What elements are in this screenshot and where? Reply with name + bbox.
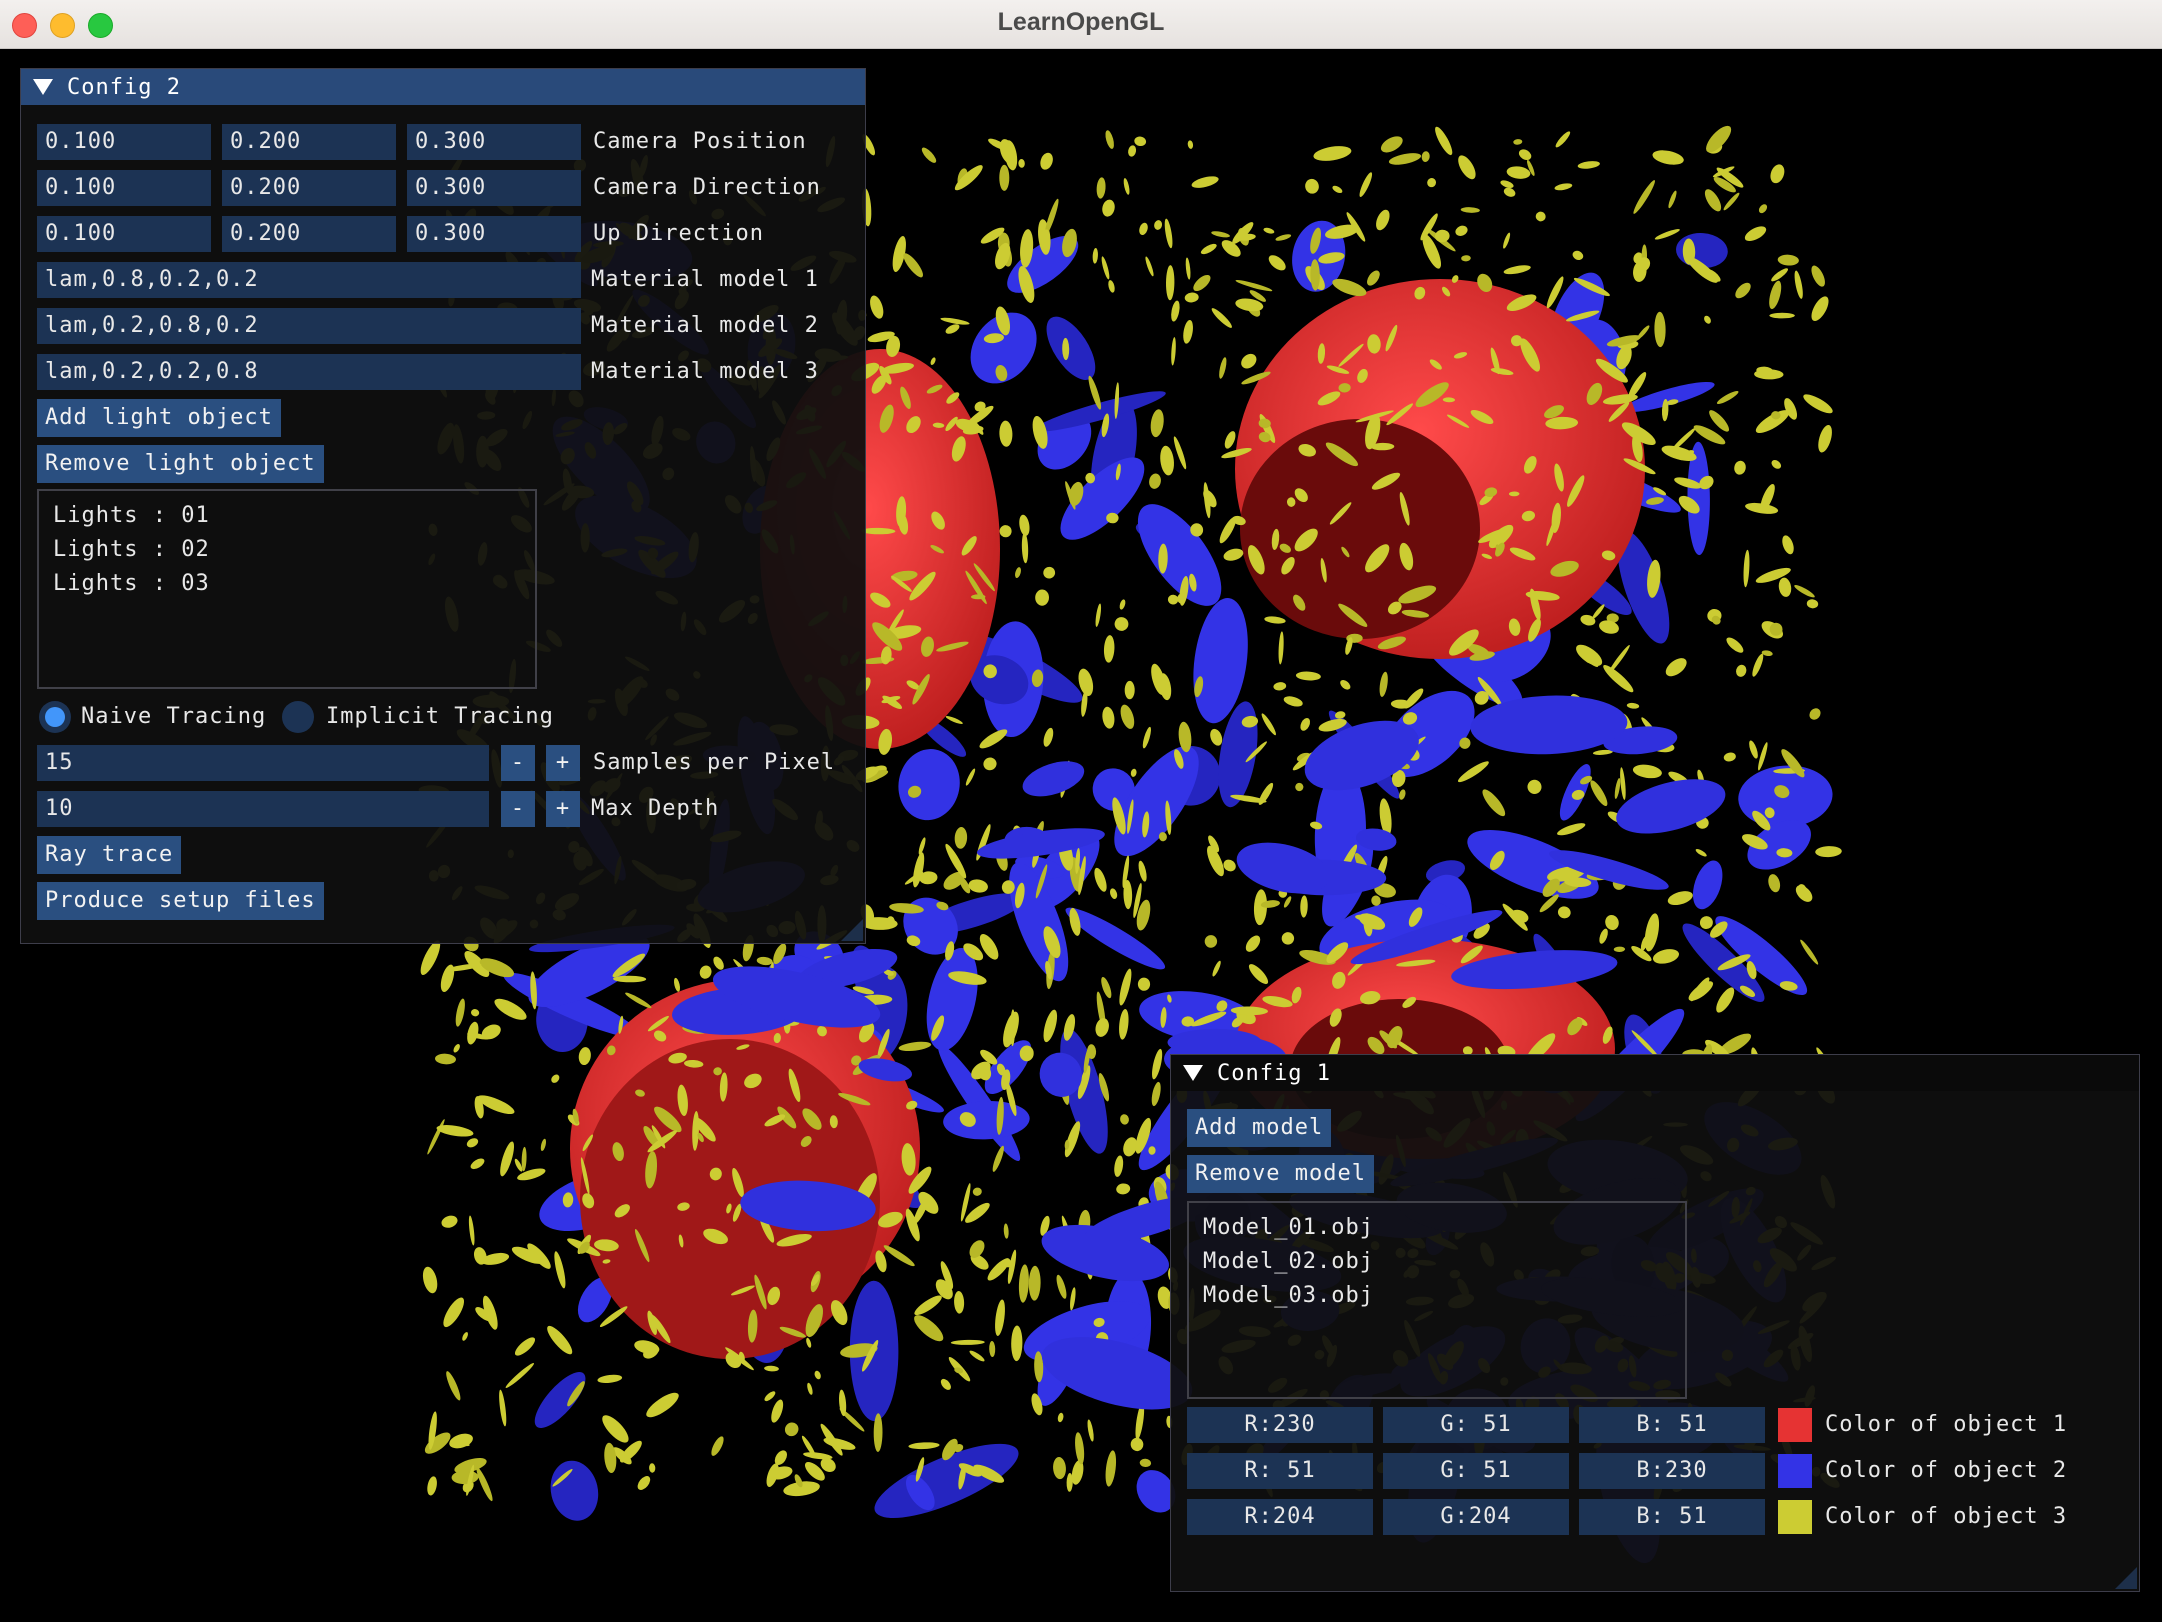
models-listbox[interactable]: Model_01.obj Model_02.obj Model_03.obj <box>1187 1201 1687 1399</box>
camera-position-label: Camera Position <box>593 129 807 154</box>
object3-color-swatch[interactable] <box>1778 1500 1812 1534</box>
camera-direction-label: Camera Direction <box>593 175 821 200</box>
window-titlebar: LearnOpenGL <box>0 0 2162 49</box>
list-item[interactable]: Model_03.obj <box>1203 1283 1374 1308</box>
up-direction-x-input[interactable]: 0.100 <box>37 216 211 252</box>
config2-title: Config 2 <box>67 74 181 100</box>
collapse-arrow-icon[interactable] <box>33 79 53 95</box>
close-window-button[interactable] <box>12 13 37 38</box>
minimize-window-button[interactable] <box>50 13 75 38</box>
object3-b-input[interactable]: B: 51 <box>1579 1499 1765 1535</box>
lights-listbox[interactable]: Lights : 01 Lights : 02 Lights : 03 <box>37 489 537 689</box>
material-model-1-input[interactable]: lam,0.8,0.2,0.2 <box>37 262 581 298</box>
add-light-object-button[interactable]: Add light object <box>37 399 281 437</box>
list-item[interactable]: Model_01.obj <box>1203 1215 1374 1240</box>
window-title: LearnOpenGL <box>997 8 1165 36</box>
object3-r-input[interactable]: R:204 <box>1187 1499 1373 1535</box>
up-direction-y-input[interactable]: 0.200 <box>222 216 396 252</box>
config2-titlebar[interactable]: Config 2 <box>21 69 865 105</box>
resize-grip[interactable] <box>841 919 863 941</box>
list-item[interactable]: Model_02.obj <box>1203 1249 1374 1274</box>
material-model-3-label: Material model 3 <box>591 359 819 384</box>
samples-increment-button[interactable]: + <box>546 745 580 781</box>
config1-titlebar[interactable]: Config 1 <box>1171 1055 2139 1091</box>
material-model-2-label: Material model 2 <box>591 313 819 338</box>
object2-color-swatch[interactable] <box>1778 1454 1812 1488</box>
camera-direction-x-input[interactable]: 0.100 <box>37 170 211 206</box>
material-model-1-label: Material model 1 <box>591 267 819 292</box>
list-item[interactable]: Lights : 02 <box>53 537 210 562</box>
max-depth-input[interactable]: 10 <box>37 791 489 827</box>
material-model-3-input[interactable]: lam,0.2,0.2,0.8 <box>37 354 581 390</box>
config1-title: Config 1 <box>1217 1060 1331 1086</box>
material-model-2-input[interactable]: lam,0.2,0.8,0.2 <box>37 308 581 344</box>
object1-g-input[interactable]: G: 51 <box>1383 1407 1569 1443</box>
max-depth-increment-button[interactable]: + <box>546 791 580 827</box>
add-model-button[interactable]: Add model <box>1187 1109 1332 1147</box>
ray-trace-button[interactable]: Ray trace <box>37 836 182 874</box>
object2-color-label: Color of object 2 <box>1825 1458 2068 1483</box>
camera-position-y-input[interactable]: 0.200 <box>222 124 396 160</box>
object2-b-input[interactable]: B:230 <box>1579 1453 1765 1489</box>
naive-tracing-radio[interactable] <box>39 701 71 733</box>
object1-color-swatch[interactable] <box>1778 1408 1812 1442</box>
camera-direction-y-input[interactable]: 0.200 <box>222 170 396 206</box>
remove-light-object-button[interactable]: Remove light object <box>37 445 324 483</box>
samples-per-pixel-label: Samples per Pixel <box>593 750 836 775</box>
object2-g-input[interactable]: G: 51 <box>1383 1453 1569 1489</box>
config1-window: Config 1 Add model Remove model Model_01… <box>1170 1054 2140 1592</box>
implicit-tracing-radio[interactable] <box>282 701 314 733</box>
implicit-tracing-label: Implicit Tracing <box>326 704 554 729</box>
resize-grip[interactable] <box>2115 1567 2137 1589</box>
maximize-window-button[interactable] <box>88 13 113 38</box>
camera-position-z-input[interactable]: 0.300 <box>407 124 581 160</box>
produce-setup-files-button[interactable]: Produce setup files <box>37 882 324 920</box>
config2-window: Config 2 0.100 0.200 0.300 Camera Positi… <box>20 68 866 944</box>
remove-model-button[interactable]: Remove model <box>1187 1155 1374 1193</box>
collapse-arrow-icon[interactable] <box>1183 1065 1203 1081</box>
object1-r-input[interactable]: R:230 <box>1187 1407 1373 1443</box>
samples-per-pixel-input[interactable]: 15 <box>37 745 489 781</box>
naive-tracing-label: Naive Tracing <box>81 704 267 729</box>
object3-color-label: Color of object 3 <box>1825 1504 2068 1529</box>
object3-g-input[interactable]: G:204 <box>1383 1499 1569 1535</box>
list-item[interactable]: Lights : 01 <box>53 503 210 528</box>
camera-position-x-input[interactable]: 0.100 <box>37 124 211 160</box>
object1-b-input[interactable]: B: 51 <box>1579 1407 1765 1443</box>
object2-r-input[interactable]: R: 51 <box>1187 1453 1373 1489</box>
max-depth-label: Max Depth <box>591 796 720 821</box>
object1-color-label: Color of object 1 <box>1825 1412 2068 1437</box>
up-direction-z-input[interactable]: 0.300 <box>407 216 581 252</box>
list-item[interactable]: Lights : 03 <box>53 571 210 596</box>
camera-direction-z-input[interactable]: 0.300 <box>407 170 581 206</box>
max-depth-decrement-button[interactable]: - <box>501 791 535 827</box>
samples-decrement-button[interactable]: - <box>501 745 535 781</box>
up-direction-label: Up Direction <box>593 221 764 246</box>
